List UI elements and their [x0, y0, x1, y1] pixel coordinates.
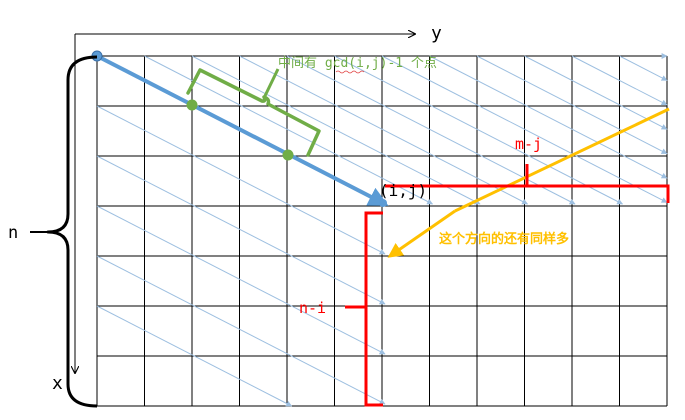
diagonal-arrow: [96, 105, 386, 255]
gcd-brace-tip: [262, 68, 280, 99]
n-brace: [46, 55, 98, 408]
spellcheck-underline: [335, 70, 365, 74]
diagonal-arrow: [286, 55, 576, 205]
diagonal-arrow: [96, 255, 386, 405]
x-axis-label: x: [52, 373, 63, 394]
diagonal-arrow: [381, 55, 668, 203]
main-vector-arrow: [96, 54, 389, 206]
diagonal-arrow: [429, 55, 668, 179]
diagonal-arrow: [239, 55, 529, 205]
yellow-crossing-line: [454, 107, 670, 213]
grid: [96, 55, 668, 407]
n-minus-i-bracket: [364, 211, 383, 407]
point-ij: [379, 199, 387, 207]
m-minus-j-bracket: [385, 184, 670, 203]
yellow-pointer-arrow: [387, 209, 456, 258]
m-minus-j-label: m-j: [515, 135, 542, 153]
n-label: n: [8, 223, 18, 243]
diagonal-arrow: [96, 155, 386, 305]
diagonal-arrow: [524, 55, 668, 130]
point-ij-label: (i,j): [379, 181, 427, 200]
lattice-point-2: [282, 149, 294, 161]
diagonal-arrow: [571, 55, 668, 106]
diagonal-arrow: [476, 55, 668, 155]
n-minus-i-label: n-i: [299, 299, 326, 317]
y-axis-label: y: [431, 23, 442, 44]
diagonal-arrow: [191, 55, 481, 205]
diagonal-arrow: [96, 305, 293, 407]
diagonal-arrow: [96, 205, 386, 355]
direction-note: 这个方向的还有同样多: [439, 231, 569, 247]
gcd-note: 中间有 gcd(i,j)-1 个点: [278, 56, 437, 71]
diagonal-arrow: [619, 55, 668, 81]
diagonal-arrow: [334, 55, 624, 205]
lattice-point-1: [186, 99, 198, 111]
